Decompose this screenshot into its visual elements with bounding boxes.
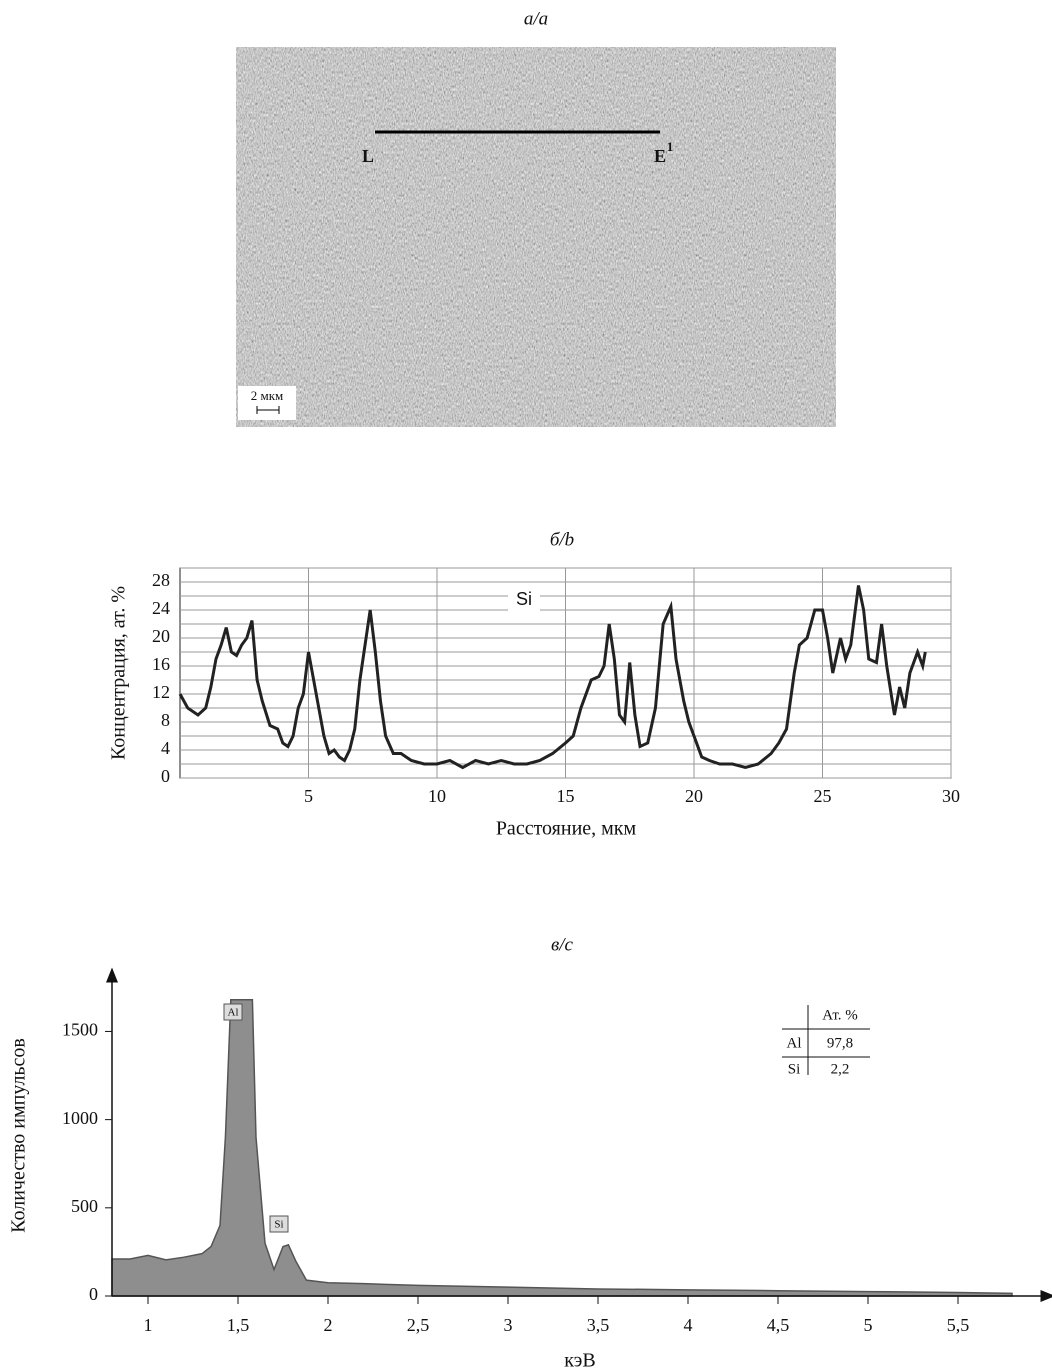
x-tick-label: 30	[942, 786, 960, 806]
x-tick-label: 5	[864, 1315, 873, 1335]
x-tick-label: 25	[814, 786, 832, 806]
y-tick-label: 4	[161, 738, 170, 758]
table-cell: 2,2	[831, 1061, 850, 1077]
y-tick-label: 16	[152, 654, 170, 674]
x-tick-label: 1,5	[227, 1315, 250, 1335]
x-tick-label: 2	[324, 1315, 333, 1335]
line-label: L	[362, 146, 374, 166]
caption: б/b	[550, 529, 574, 550]
caption: а/a	[524, 8, 548, 29]
annotation-bg	[508, 588, 540, 612]
x-tick-label: 20	[685, 786, 703, 806]
line-label: E	[654, 146, 666, 166]
y-tick-label: 24	[152, 598, 170, 618]
x-axis-label: Расстояние, мкм	[496, 818, 637, 840]
table-cell: 97,8	[827, 1035, 853, 1051]
y-tick-label: 8	[161, 710, 170, 730]
micrograph-texture	[236, 47, 836, 427]
peak-label-box	[269, 1215, 289, 1233]
data-line	[178, 585, 927, 770]
table-cell: Al	[787, 1035, 802, 1051]
x-tick-label: 4,5	[767, 1315, 790, 1335]
table-header: Ат. %	[822, 1007, 858, 1023]
table-cell: Si	[788, 1061, 801, 1077]
x-tick-label: 4	[684, 1315, 693, 1335]
x-tick-label: 5	[304, 786, 313, 806]
y-tick-label: 0	[89, 1284, 98, 1304]
peak-label: Al	[228, 1007, 239, 1019]
caption: в/c	[551, 934, 574, 955]
y-tick-label: 1500	[62, 1020, 98, 1040]
scale-label: 2 мкм	[251, 388, 284, 403]
x-tick-label: 10	[428, 786, 446, 806]
data-area	[111, 998, 1013, 1297]
x-tick-label: 2,5	[407, 1315, 430, 1335]
x-tick-label: 5,5	[947, 1315, 970, 1335]
peak-label-box	[223, 1003, 243, 1021]
x-tick-label: 3,5	[587, 1315, 610, 1335]
y-tick-label: 20	[152, 626, 170, 646]
x-tick-label: 15	[557, 786, 575, 806]
x-tick-label: 1	[144, 1315, 153, 1335]
scale-box	[238, 386, 296, 420]
y-tick-label: 0	[161, 766, 170, 786]
line-label-sup: 1	[667, 139, 674, 154]
y-axis-label: Концентрация, ат. %	[108, 586, 130, 760]
y-axis-label: Количество импульсов	[8, 1038, 30, 1233]
peak-label: Si	[274, 1219, 283, 1231]
x-axis-label: кэВ	[564, 1350, 595, 1372]
annotation: Si	[516, 589, 532, 609]
scale-bar	[256, 406, 280, 414]
y-tick-label: 12	[152, 682, 170, 702]
y-tick-label: 1000	[62, 1108, 98, 1128]
y-tick-label: 500	[71, 1196, 98, 1216]
y-tick-label: 28	[152, 570, 170, 590]
x-tick-label: 3	[504, 1315, 513, 1335]
